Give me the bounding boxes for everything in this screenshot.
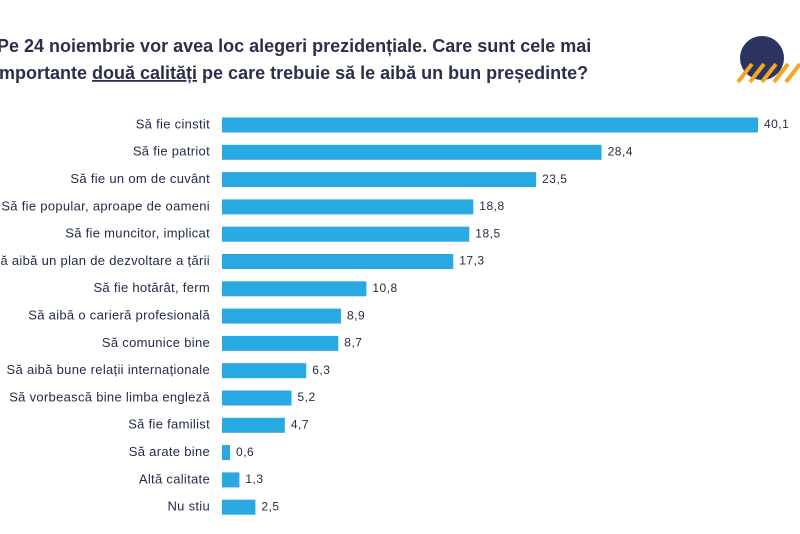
category-label: Să aibă bune relații internaționale — [7, 362, 210, 377]
category-label: Să aibă un plan de dezvoltare a țării — [0, 253, 210, 268]
value-label: 8,9 — [347, 308, 365, 322]
bar — [222, 499, 256, 515]
category-label: Să vorbească bine limba engleză — [9, 389, 210, 404]
chart-title-line2: Importante două calități pe care trebuie… — [0, 63, 588, 83]
value-label: 23,5 — [542, 172, 567, 186]
value-label: 18,8 — [479, 199, 504, 213]
value-label: 17,3 — [459, 254, 484, 268]
category-label: Nu stiu — [167, 499, 210, 514]
chart-title-line1: Pe 24 noiembrie vor avea loc alegeri pre… — [0, 36, 591, 56]
category-label: Să fie patriot — [133, 144, 210, 159]
value-label: 40,1 — [764, 117, 789, 131]
value-label: 28,4 — [608, 144, 633, 158]
bar — [222, 226, 470, 242]
bar — [222, 144, 602, 160]
category-label: Să fie un om de cuvânt — [70, 171, 210, 186]
category-label: Să aibă o carieră profesională — [28, 308, 210, 323]
title-underlined: două calități — [92, 63, 197, 83]
value-label: 4,7 — [291, 417, 309, 431]
bar — [222, 417, 285, 433]
value-label: 6,3 — [312, 363, 330, 377]
bar — [222, 281, 367, 297]
value-label: 5,2 — [298, 390, 316, 404]
value-label: 1,3 — [245, 472, 263, 486]
title-part: pe care trebuie să le aibă un bun președ… — [197, 63, 588, 83]
bar — [222, 335, 339, 351]
category-label: Altă calitate — [139, 471, 210, 486]
bar — [222, 363, 307, 379]
value-label: 10,8 — [372, 281, 397, 295]
logo — [736, 36, 800, 84]
bar — [222, 254, 454, 269]
value-label: 18,5 — [475, 226, 500, 240]
bar — [222, 390, 292, 406]
bar — [222, 308, 341, 324]
bar — [222, 445, 231, 461]
bar — [222, 172, 537, 188]
bar — [222, 472, 240, 488]
category-label: Să arate bine — [129, 444, 210, 459]
value-label: 8,7 — [344, 336, 362, 350]
bar — [222, 199, 474, 215]
category-label: Să comunice bine — [102, 335, 210, 350]
bar — [222, 117, 758, 133]
value-label: 0,6 — [236, 445, 254, 459]
title-part: Importante — [0, 63, 92, 83]
category-label: Să fie popular, aproape de oameni — [1, 198, 210, 213]
value-label: 2,5 — [261, 499, 279, 513]
category-label: Să fie muncitor, implicat — [65, 226, 210, 241]
category-label: Să fie hotărât, ferm — [93, 280, 210, 295]
category-label: Să fie cinstit — [136, 116, 210, 131]
category-label: Să fie familist — [128, 417, 210, 432]
